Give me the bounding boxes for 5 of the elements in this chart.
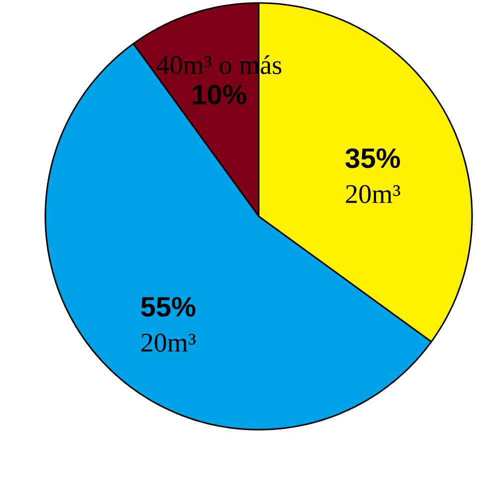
data-label: 35% [345, 148, 400, 168]
data-label: 55% [141, 297, 196, 317]
data-label: 10% [192, 84, 246, 105]
slice-label: 20m³ [346, 185, 400, 204]
slice-label: 20m³ [141, 334, 196, 352]
